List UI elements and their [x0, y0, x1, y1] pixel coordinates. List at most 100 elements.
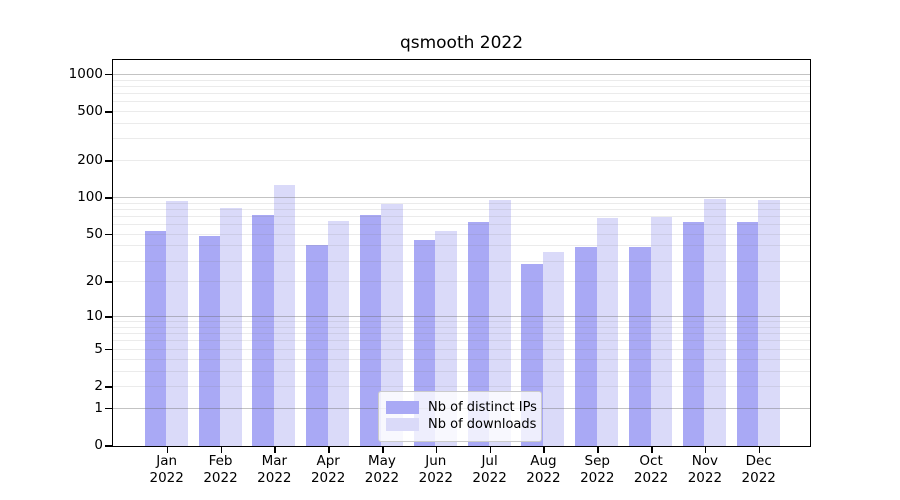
bar-distinct-ips	[252, 214, 274, 446]
gridline-minor	[113, 385, 810, 387]
gridline-minor	[113, 326, 810, 328]
x-tick-label: Aug 2022	[526, 453, 561, 486]
y-tick-label: 50	[85, 225, 103, 242]
legend-label-downloads: Nb of downloads	[428, 417, 537, 432]
y-tick-label: 20	[85, 273, 103, 290]
gridline-minor	[113, 281, 810, 283]
gridline-minor	[113, 321, 810, 323]
gridline-minor	[113, 340, 810, 342]
bar-distinct-ips	[144, 230, 167, 446]
plot-area	[112, 59, 811, 447]
y-axis-tick	[105, 160, 113, 162]
y-tick-label: 5	[94, 340, 103, 357]
gridline-minor	[113, 101, 810, 103]
bar-downloads	[220, 207, 242, 446]
x-axis-tick	[435, 446, 438, 453]
x-axis-tick	[274, 446, 276, 453]
y-axis-tick	[105, 316, 113, 318]
y-axis-tick	[105, 385, 113, 388]
bar-distinct-ips	[575, 246, 597, 446]
x-axis-tick	[704, 446, 707, 453]
y-tick-label: 100	[77, 189, 103, 206]
gridline-minor	[113, 370, 810, 372]
legend-swatch-downloads	[386, 418, 419, 431]
bar-downloads	[758, 199, 780, 446]
y-axis-tick	[105, 281, 113, 284]
x-tick-label: Jun 2022	[418, 453, 453, 486]
gridline-minor	[113, 245, 810, 247]
bar-distinct-ips	[359, 215, 382, 446]
x-axis-tick	[166, 446, 169, 453]
x-tick-label: May 2022	[364, 453, 400, 486]
legend-label-distinct-ips: Nb of distinct IPs	[428, 400, 537, 415]
bar-distinct-ips	[629, 246, 651, 446]
bar-downloads	[489, 199, 511, 446]
gridline-minor	[113, 208, 810, 210]
legend: Nb of distinct IPs Nb of downloads	[378, 391, 542, 442]
y-tick-label: 1000	[68, 65, 103, 82]
x-axis-tick	[328, 446, 330, 453]
x-axis-tick	[381, 446, 384, 453]
chart-title: qsmooth 2022	[399, 33, 524, 53]
y-tick-label: 10	[85, 308, 103, 325]
x-tick-label: Dec 2022	[741, 453, 776, 486]
y-axis-tick	[105, 348, 113, 351]
x-tick-label: Oct 2022	[633, 453, 669, 486]
y-tick-label: 500	[77, 103, 103, 120]
bar-downloads	[650, 216, 673, 446]
legend-swatch-distinct-ips	[386, 401, 419, 414]
y-axis-tick	[105, 197, 113, 199]
x-axis-tick	[597, 446, 599, 453]
gridline-minor	[113, 85, 810, 87]
bar-downloads	[542, 252, 565, 446]
bar-distinct-ips	[467, 221, 490, 446]
y-axis-tick	[105, 73, 113, 76]
x-tick-label: Feb 2022	[203, 453, 238, 486]
gridline-minor	[113, 111, 810, 113]
y-axis-tick	[105, 445, 113, 447]
bar-downloads	[381, 203, 403, 446]
x-axis-tick	[489, 446, 492, 453]
gridline-minor	[113, 92, 810, 94]
gridline-minor	[113, 358, 810, 360]
y-tick-label: 200	[77, 152, 103, 169]
x-tick-label: Nov 2022	[687, 453, 723, 486]
gridline-minor	[113, 160, 810, 162]
bar-distinct-ips	[682, 221, 705, 446]
y-axis-tick	[105, 233, 113, 236]
gridline-major	[113, 316, 810, 318]
gridline-major	[113, 73, 810, 75]
legend-item-downloads: Nb of downloads	[386, 417, 536, 432]
y-tick-label: 0	[94, 437, 103, 453]
legend-item-distinct-ips: Nb of distinct IPs	[386, 400, 537, 415]
x-tick-label: Apr 2022	[310, 453, 346, 486]
gridline-minor	[113, 333, 810, 335]
y-axis-tick	[105, 111, 113, 113]
bar-downloads	[273, 185, 296, 446]
bar-downloads	[327, 220, 350, 446]
gridline-minor	[113, 202, 810, 204]
bar-distinct-ips	[306, 245, 328, 446]
gridline-minor	[113, 79, 810, 81]
gridline-minor	[113, 138, 810, 140]
x-axis-tick	[220, 446, 223, 453]
y-tick-label: 2	[94, 377, 103, 394]
x-tick-label: Jan 2022	[149, 453, 184, 486]
gridline-minor	[113, 122, 810, 124]
gridline-minor	[113, 215, 810, 217]
gridline-minor	[113, 224, 810, 226]
bar-downloads	[166, 200, 188, 446]
gridline-major	[113, 197, 810, 199]
x-axis-tick	[758, 446, 761, 453]
bar-distinct-ips	[736, 222, 759, 446]
x-tick-label: Mar 2022	[257, 453, 292, 486]
bar-downloads	[596, 218, 619, 446]
x-tick-label: Sep 2022	[580, 453, 615, 486]
gridline-minor	[113, 260, 810, 262]
x-axis-tick	[651, 446, 653, 453]
y-tick-label: 1	[94, 399, 103, 416]
bar-downloads	[704, 198, 726, 446]
x-tick-label: Jul 2022	[472, 453, 507, 486]
gridline-minor	[113, 233, 810, 235]
